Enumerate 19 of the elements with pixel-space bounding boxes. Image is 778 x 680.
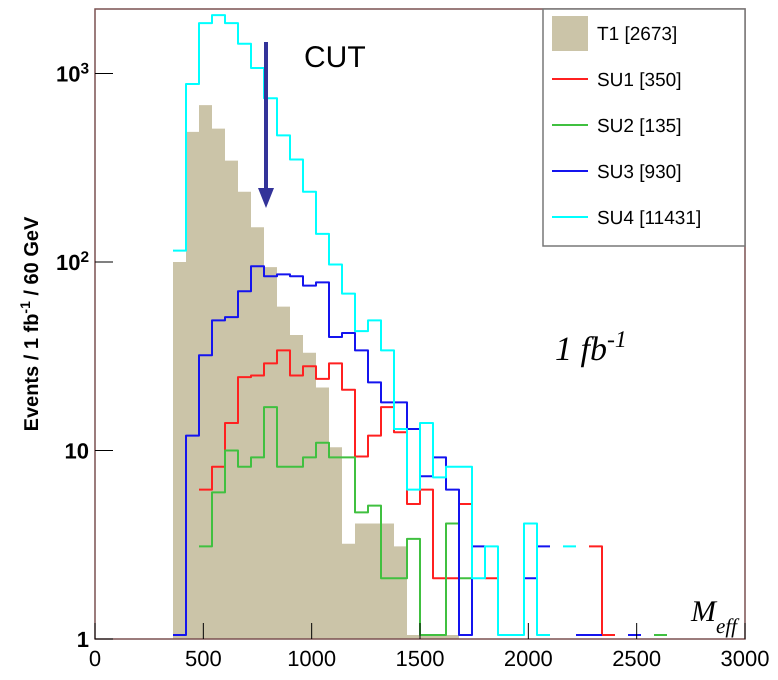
x-tick-label: 2000 <box>504 646 553 671</box>
x-tick-label: 0 <box>88 646 102 671</box>
x-tick-label: 1000 <box>287 646 336 671</box>
y-tick-label: 10$^{3}$ <box>56 60 89 87</box>
legend-label: SU2 [135] <box>597 116 682 137</box>
x-tick-label: 500 <box>184 646 222 671</box>
y-tick-label: 1 <box>76 627 89 652</box>
legend-label: SU4 [11431] <box>597 208 702 229</box>
x-tick-label: 2500 <box>612 646 662 671</box>
x-tick-label: 3000 <box>720 646 770 671</box>
x-tick-label: 1500 <box>396 646 444 671</box>
annotation: CUT <box>304 41 366 74</box>
legend-label: SU1 [350] <box>597 70 682 91</box>
x-axis-title: M$_{eff}$ <box>690 595 740 638</box>
y-tick-label: 10 <box>64 438 89 464</box>
y-tick-label: 10$^{2}$ <box>56 248 89 276</box>
legend-label: T1 [2673] <box>597 24 678 45</box>
annotation: 1 fb$^{-1}$ <box>555 327 627 368</box>
legend-label: SU3 [930] <box>597 162 682 183</box>
